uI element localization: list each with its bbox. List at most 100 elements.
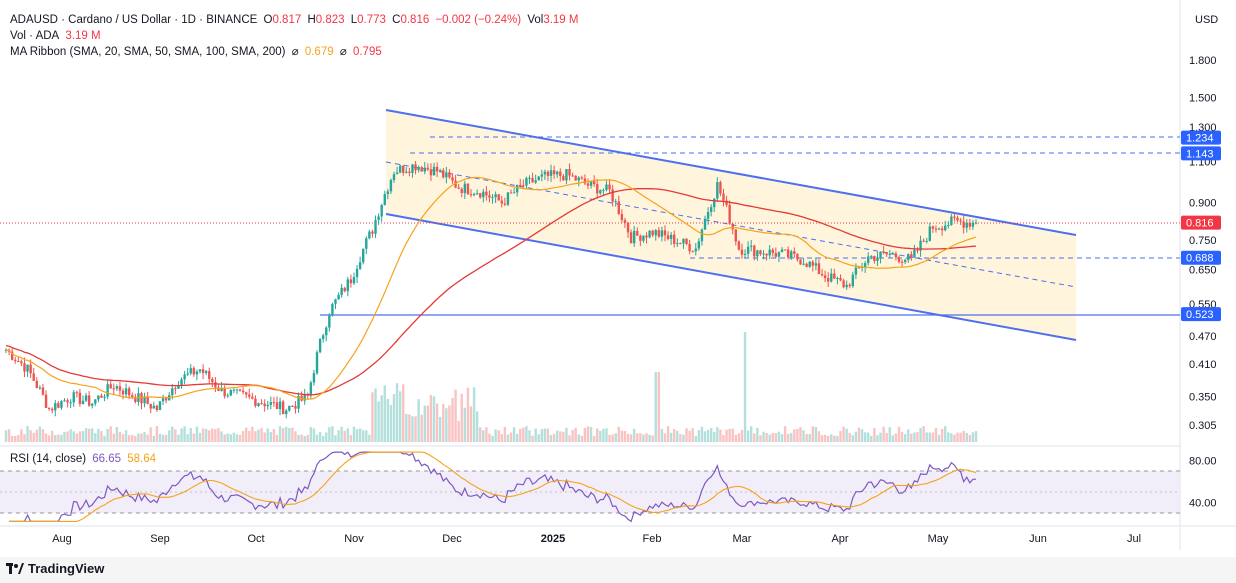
volume-bar <box>306 434 309 442</box>
candle-body <box>531 177 534 183</box>
volume-bar <box>432 396 436 442</box>
volume-bar <box>164 435 168 442</box>
candle-body <box>408 171 411 173</box>
candle-body <box>919 240 922 251</box>
candle-body <box>500 200 503 204</box>
candle-body <box>57 403 60 408</box>
candle-body <box>87 395 91 406</box>
time-tick-label: Jun <box>1029 533 1047 545</box>
volume-bar <box>953 434 956 442</box>
volume-bar <box>762 431 765 442</box>
candle-body <box>808 261 811 267</box>
candle-body <box>331 303 334 316</box>
candle-body <box>63 400 66 402</box>
currency-label[interactable]: USD <box>1195 14 1218 26</box>
price-tag <box>1181 250 1221 265</box>
volume-bar <box>349 435 353 442</box>
candle-body <box>312 373 316 383</box>
tradingview-logo[interactable]: TradingView <box>6 561 104 576</box>
candle-body <box>879 251 882 258</box>
candle-body <box>383 194 386 205</box>
candle-body <box>676 243 679 245</box>
candle-body <box>47 407 51 409</box>
candle-body <box>100 395 103 398</box>
volume-bar <box>651 435 654 442</box>
candle-body <box>673 234 676 245</box>
symbol-line[interactable]: ADAUSD · Cardano / US Dollar · 1D · BINA… <box>10 14 258 26</box>
volume-bar <box>713 431 716 442</box>
time-tick-label: Apr <box>831 533 848 545</box>
volume-bar <box>417 399 420 442</box>
candle-body <box>916 249 919 251</box>
volume-bar <box>334 435 337 442</box>
channel-lower-line[interactable] <box>385 213 1077 341</box>
volume-bar <box>543 428 547 442</box>
volume-bar <box>682 434 685 442</box>
price-axis[interactable]: 1.8001.5001.3001.1000.9000.7500.6500.550… <box>1189 55 1217 432</box>
volume-bar <box>759 435 762 442</box>
volume-bar <box>229 434 232 442</box>
volume-bar <box>515 433 519 442</box>
volume-bar <box>186 434 189 442</box>
candle-body <box>783 249 787 251</box>
candle-body <box>140 393 143 404</box>
time-tick-label: Aug <box>52 533 72 545</box>
volume-bar <box>84 428 88 442</box>
candle-body <box>451 177 454 181</box>
volume-legend[interactable]: Vol · ADA 3.19 M <box>10 29 104 43</box>
candle-body <box>592 181 596 185</box>
volume-bar <box>577 434 580 442</box>
candle-body <box>414 164 417 171</box>
volume-bar <box>395 383 399 442</box>
low-value: 0.773 <box>357 14 386 26</box>
volume-bar <box>451 398 454 442</box>
volume-bar <box>32 432 35 442</box>
candle-body <box>238 389 242 391</box>
candle-body <box>81 400 85 404</box>
candle-body <box>793 251 796 254</box>
candle-body <box>386 191 390 195</box>
candle-body <box>900 261 904 263</box>
candle-body <box>694 248 697 252</box>
candle-body <box>596 184 599 194</box>
candle-body <box>632 230 636 244</box>
candle-body <box>226 395 229 397</box>
volume-bar <box>765 432 768 442</box>
candle-body <box>746 246 750 254</box>
candle-body <box>657 230 661 237</box>
candle-body <box>164 398 168 401</box>
candle-body <box>737 241 741 250</box>
candle-body <box>127 388 131 396</box>
candle-body <box>229 390 232 396</box>
time-tick-label: Oct <box>247 533 264 545</box>
volume-bar <box>442 403 445 442</box>
volume-bar <box>201 428 205 442</box>
volume-bar <box>140 433 143 442</box>
candle-body <box>660 230 664 237</box>
candle-body <box>682 238 685 244</box>
ma-ribbon-legend[interactable]: MA Ribbon (SMA, 20, SMA, 50, SMA, 100, S… <box>10 45 385 59</box>
volume-bar <box>592 435 596 442</box>
volume-bar <box>75 433 79 442</box>
candle-body <box>666 235 670 239</box>
candle-body <box>328 315 331 328</box>
volume-bar <box>23 434 26 442</box>
time-tick-label: Dec <box>442 533 462 545</box>
volume-bar <box>325 432 328 442</box>
rsi-legend[interactable]: RSI (14, close) 66.65 58.64 <box>10 452 159 466</box>
rsi-tick-label: 40.00 <box>1189 498 1217 510</box>
volume-bar <box>457 420 460 442</box>
channel-upper-line[interactable] <box>385 109 1077 236</box>
candle-body <box>10 351 14 360</box>
candle-body <box>269 402 273 405</box>
time-tick-label: May <box>928 533 949 545</box>
volume-bar <box>226 433 229 442</box>
time-axis[interactable]: Aug Sep Oct Nov Dec 2025 Feb Mar Apr May Jun Jul <box>52 533 1141 545</box>
candle-body <box>574 175 577 181</box>
volume-bar <box>263 432 266 442</box>
volume-bar <box>241 430 245 442</box>
candle-body <box>697 241 701 249</box>
volume-bar <box>663 433 667 442</box>
volume-bar <box>771 432 774 442</box>
